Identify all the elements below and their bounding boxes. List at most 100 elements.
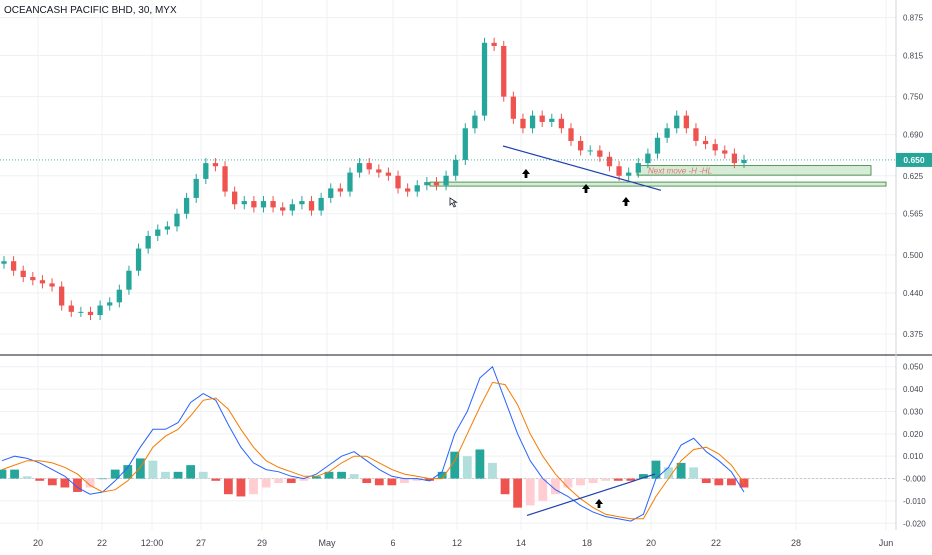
macd-histogram-bar: [312, 476, 321, 479]
macd-histogram-bar: [22, 476, 32, 479]
chart-title: OCEANCASH PACIFIC BHD, 30, MYX: [4, 5, 177, 16]
macd-histogram-bar: [73, 478, 82, 492]
candle-body: [520, 118, 526, 129]
candle-body: [693, 128, 699, 141]
candle-body: [241, 201, 247, 205]
candle-body: [376, 169, 382, 173]
x-tick-label: 22: [97, 538, 107, 548]
candle-body: [280, 207, 286, 211]
macd-histogram-bar: [135, 458, 145, 479]
candle-body: [347, 172, 353, 192]
last-price-label: 0.650: [903, 155, 925, 165]
candle-body: [654, 137, 661, 154]
candle-body: [308, 201, 315, 211]
macd-histogram-bar: [35, 478, 45, 481]
x-tick-label: 20: [33, 538, 43, 548]
candle-body: [145, 235, 151, 249]
macd-histogram-bar: [173, 471, 183, 479]
macd-histogram-bar: [337, 471, 346, 479]
macd-histogram-bar: [563, 478, 573, 488]
candle-body: [683, 115, 689, 129]
candle-body: [741, 159, 747, 164]
macd-histogram-bar: [387, 478, 397, 486]
candle-body: [174, 213, 180, 227]
candle-body: [645, 153, 651, 164]
x-tick-label: 12:00: [141, 538, 164, 548]
up-arrow-icon: [595, 499, 603, 508]
support-zone: [429, 181, 887, 187]
x-tick-label: 28: [791, 538, 801, 548]
macd-histogram-bar: [47, 478, 57, 486]
macd-histogram-bar: [676, 462, 686, 479]
price-pane: Next move -H -HL: [0, 37, 896, 321]
price-tick-label: 0.565: [903, 210, 924, 219]
candle-body: [289, 204, 295, 211]
price-tick-label: 0.875: [903, 13, 924, 22]
candle-body: [78, 311, 84, 313]
macd-tick-label: -0.020: [903, 519, 926, 528]
candle-body: [203, 163, 209, 179]
candle-body: [491, 42, 497, 46]
candle-body: [270, 201, 276, 208]
macd-histogram-bar: [513, 478, 523, 508]
candle-body: [702, 140, 709, 145]
candle-body: [635, 163, 641, 173]
macd-histogram-bar: [98, 478, 108, 480]
candle-body: [587, 150, 593, 152]
candle-body: [722, 150, 728, 154]
candle-body: [453, 159, 459, 176]
macd-histogram-bar: [161, 471, 170, 479]
candle-body: [59, 286, 65, 306]
candle-body: [49, 283, 55, 287]
x-tick-label: 22: [711, 538, 721, 548]
candle-body: [577, 140, 584, 151]
macd-histogram-bar: [110, 469, 120, 479]
price-tick-label: 0.500: [903, 251, 924, 260]
macd-tick-label: 0.030: [903, 407, 924, 416]
macd-histogram-bar: [412, 478, 422, 481]
candle-body: [626, 172, 632, 176]
candle-body: [568, 128, 574, 141]
macd-histogram-bar: [450, 451, 460, 479]
macd-histogram-bar: [211, 478, 221, 481]
macd-histogram-bar: [186, 465, 196, 479]
candle-body: [395, 175, 401, 189]
candle-body: [597, 150, 603, 157]
macd-histogram-bar: [85, 478, 95, 488]
candle-body: [20, 270, 26, 278]
macd-histogram-bar: [400, 478, 409, 484]
macd-histogram-bar: [437, 471, 447, 479]
price-tick-label: 0.750: [903, 93, 924, 102]
macd-histogram-bar: [425, 478, 434, 481]
macd-histogram-bar: [223, 478, 233, 495]
candle-body: [664, 128, 670, 138]
macd-histogram-bar: [324, 471, 334, 479]
candle-body: [481, 42, 488, 116]
candle-body: [116, 289, 122, 303]
grid-layer: [0, 0, 896, 530]
candle-body: [712, 144, 718, 151]
price-tick-label: 0.625: [903, 172, 924, 181]
price-tick-label: 0.440: [903, 289, 924, 298]
macd-histogram-bar: [701, 478, 711, 484]
macd-histogram-bar: [689, 467, 699, 479]
candle-body: [424, 182, 430, 186]
macd-histogram-bar: [374, 478, 384, 486]
candle-body: [414, 185, 420, 192]
candle-body: [328, 188, 334, 198]
macd-tick-label: -0.000: [903, 475, 926, 484]
macd-tick-label: 0.010: [903, 452, 924, 461]
candle-body: [1, 261, 7, 264]
x-tick-label: 27: [196, 538, 206, 548]
candle-body: [462, 128, 468, 160]
up-arrow-icon: [522, 169, 530, 178]
candle-body: [549, 118, 555, 122]
price-trendline: [502, 145, 662, 191]
x-tick-label: 18: [582, 538, 592, 548]
candle-body: [606, 156, 613, 167]
candle-body: [433, 182, 440, 186]
candle-body: [616, 166, 622, 176]
